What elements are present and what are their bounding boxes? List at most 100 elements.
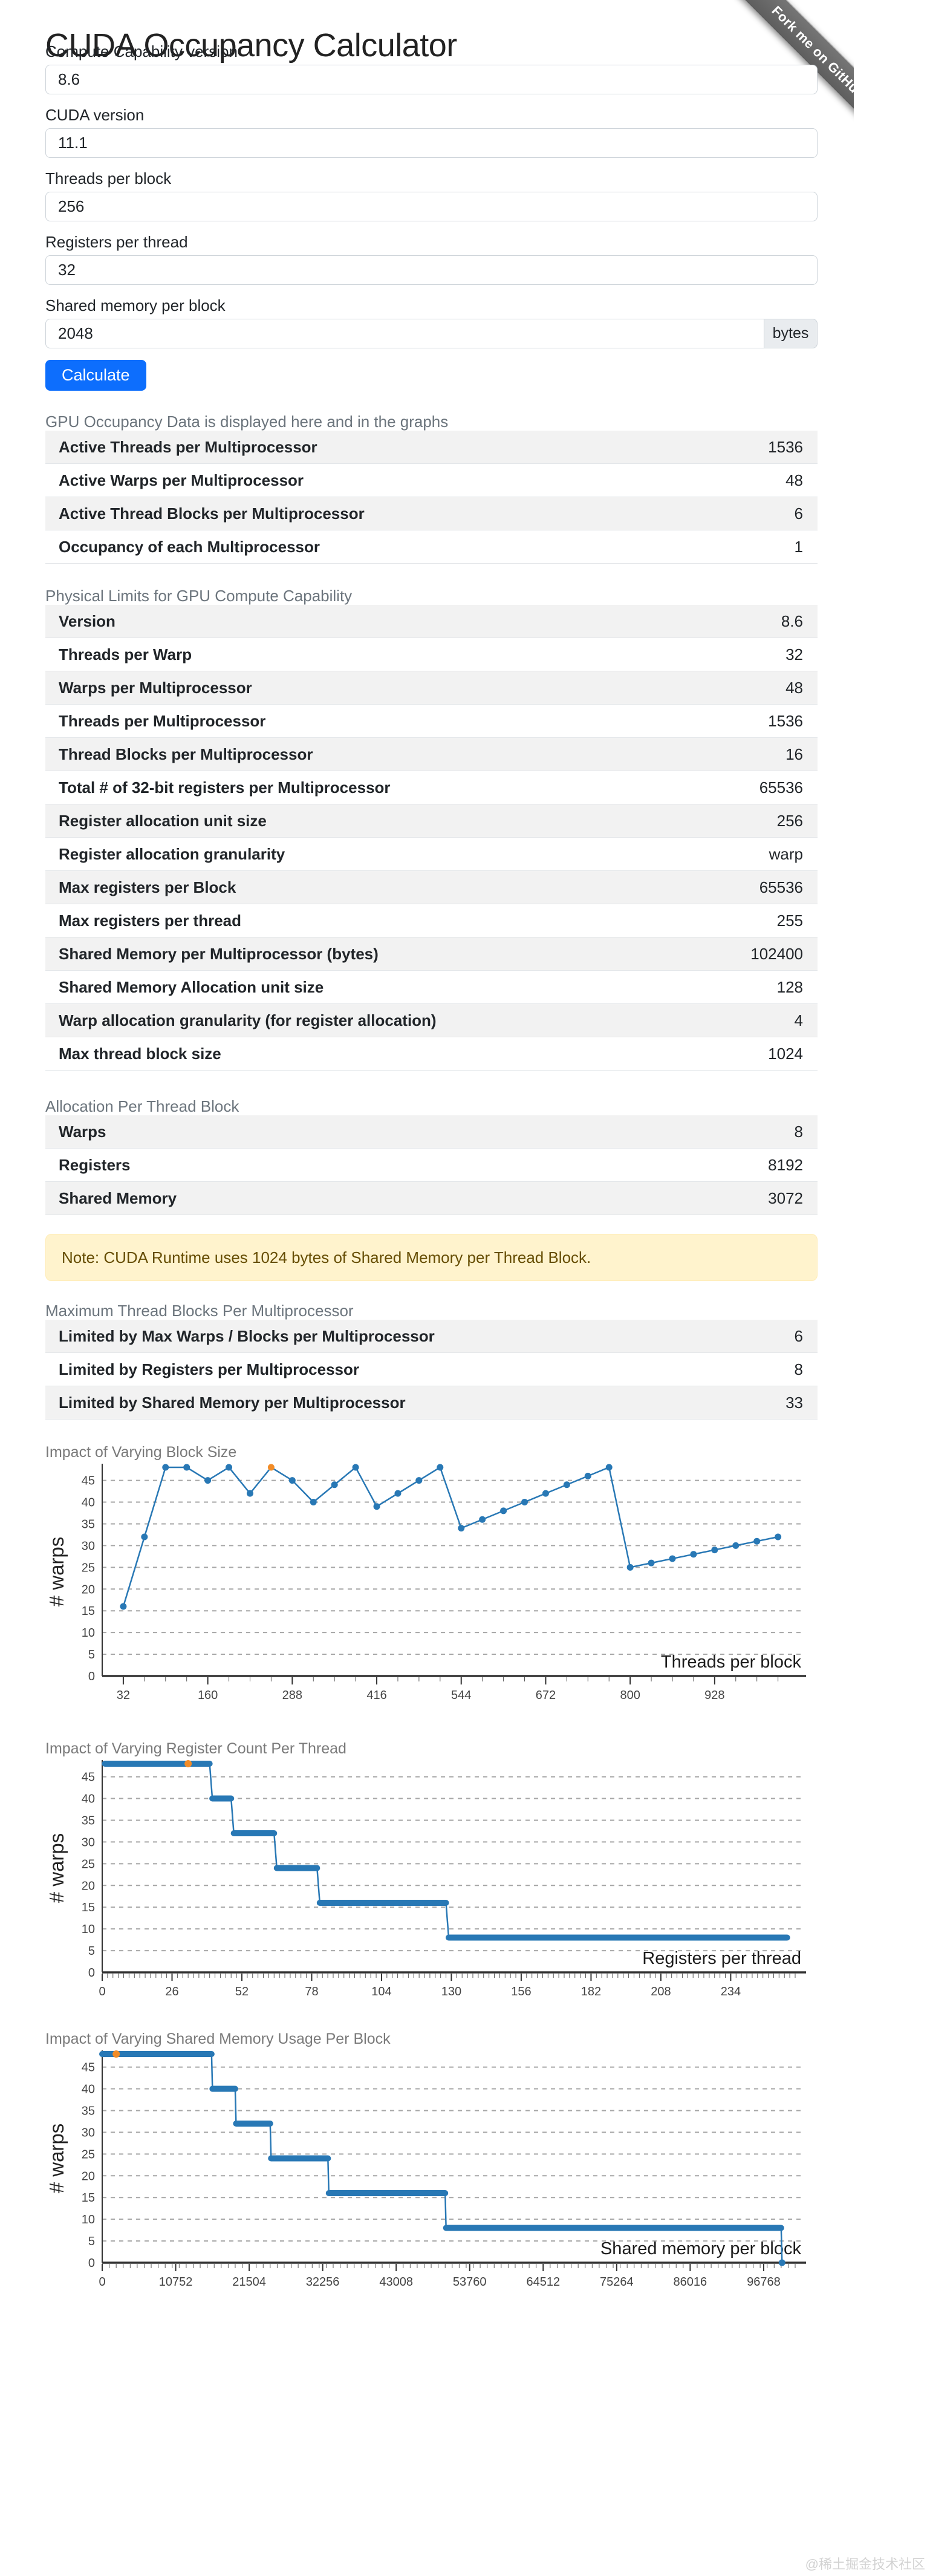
allocation-heading: Allocation Per Thread Block [45, 1097, 239, 1115]
compute-capability-label: Compute Capability version [45, 42, 238, 60]
table-row: Active Threads per Multiprocessor 1536 [45, 431, 818, 464]
row-label: Threads per Multiprocessor [59, 711, 266, 730]
allocation-table: Warps 8 Registers 8192 Shared Memory 3072 [45, 1115, 818, 1215]
svg-text:182: 182 [581, 1985, 601, 1998]
table-row: Registers 8192 [45, 1149, 818, 1182]
row-label: Active Threads per Multiprocessor [59, 437, 317, 456]
row-value: 65536 [759, 778, 803, 797]
svg-text:32256: 32256 [306, 2275, 340, 2289]
table-row: Limited by Max Warps / Blocks per Multip… [45, 1320, 818, 1353]
svg-text:45: 45 [82, 1771, 95, 1784]
row-value: 4 [794, 1011, 803, 1029]
row-label: Register allocation unit size [59, 811, 267, 830]
svg-text:10: 10 [82, 1626, 95, 1640]
svg-text:0: 0 [88, 1670, 95, 1683]
row-value: 1 [794, 537, 803, 556]
svg-text:416: 416 [366, 1689, 386, 1702]
row-label: Version [59, 611, 115, 630]
svg-text:40: 40 [82, 2083, 95, 2096]
svg-text:32: 32 [117, 1689, 130, 1702]
row-value: 8 [794, 1360, 803, 1378]
section-max-thread-blocks: Maximum Thread Blocks Per Multiprocessor… [45, 1302, 818, 1420]
table-row: Max thread block size 1024 [45, 1037, 818, 1071]
section-allocation-per-block: Allocation Per Thread Block Warps 8 Regist… [45, 1097, 818, 1215]
svg-text:40: 40 [82, 1496, 95, 1510]
row-value: 8.6 [781, 611, 803, 630]
svg-text:928: 928 [704, 1689, 724, 1702]
threads-per-block-input[interactable] [45, 192, 818, 221]
row-value: 1536 [768, 437, 803, 456]
svg-text:# warps: # warps [45, 1833, 68, 1903]
svg-text:234: 234 [721, 1985, 741, 1998]
row-value: 33 [785, 1393, 803, 1412]
row-value: 256 [776, 811, 803, 830]
svg-text:0: 0 [99, 1985, 105, 1998]
table-row: Register allocation granularity warp [45, 838, 818, 871]
row-label: Registers [59, 1155, 131, 1174]
svg-text:# warps: # warps [45, 2124, 68, 2194]
calculate-button[interactable]: Calculate [45, 360, 146, 391]
shared-memory-input[interactable] [45, 319, 764, 348]
runtime-shared-memory-note: Note: CUDA Runtime uses 1024 bytes of Sh… [45, 1234, 818, 1281]
table-row: Threads per Multiprocessor 1536 [45, 705, 818, 738]
svg-text:104: 104 [371, 1985, 391, 1998]
svg-text:64512: 64512 [526, 2275, 560, 2289]
registers-per-thread-input[interactable] [45, 255, 818, 285]
table-row: Shared Memory per Multiprocessor (bytes)… [45, 937, 818, 971]
table-row: Register allocation unit size 256 [45, 804, 818, 838]
field-compute-capability: Compute Capability version [45, 42, 818, 94]
svg-text:10: 10 [82, 2213, 95, 2226]
svg-text:26: 26 [165, 1985, 178, 1998]
row-value: 8192 [768, 1155, 803, 1174]
section-occupancy-data: GPU Occupancy Data is displayed here and… [45, 412, 818, 564]
svg-text:75264: 75264 [600, 2275, 634, 2289]
svg-text:30: 30 [82, 1836, 95, 1849]
svg-text:35: 35 [82, 1814, 95, 1827]
register-count-chart: Impact of Varying Register Count Per Thr… [45, 1741, 818, 2007]
table-row: Warps per Multiprocessor 48 [45, 671, 818, 705]
section-physical-limits: Physical Limits for GPU Compute Capabili… [45, 587, 818, 1071]
physical-limits-heading: Physical Limits for GPU Compute Capabili… [45, 587, 353, 605]
svg-text:156: 156 [511, 1985, 531, 1998]
table-row: Limited by Shared Memory per Multiproces… [45, 1386, 818, 1420]
svg-text:544: 544 [451, 1689, 471, 1702]
cuda-version-input[interactable] [45, 128, 818, 158]
row-label: Active Thread Blocks per Multiprocessor [59, 504, 365, 523]
cuda-version-label: CUDA version [45, 106, 145, 124]
block-size-chart-title: Impact of Varying Block Size [45, 1444, 237, 1461]
occupancy-data-table: Active Threads per Multiprocessor 1536 Act… [45, 431, 818, 564]
field-registers-per-thread: Registers per thread [45, 233, 818, 285]
compute-capability-input[interactable] [45, 65, 818, 94]
block-size-chart: Impact of Varying Block Size 0 5 10 15 20 25 3… [45, 1444, 818, 1711]
table-row: Shared Memory 3072 [45, 1182, 818, 1215]
svg-text:25: 25 [82, 2148, 95, 2161]
svg-text:0: 0 [88, 2257, 95, 2270]
svg-text:52: 52 [235, 1985, 249, 1998]
row-label: Max registers per Block [59, 878, 236, 896]
table-row: Limited by Registers per Multiprocessor 8 [45, 1353, 818, 1386]
svg-text:Threads per block: Threads per block [661, 1652, 802, 1672]
svg-text:208: 208 [651, 1985, 671, 1998]
table-row: Threads per Warp 32 [45, 638, 818, 671]
page-title: CUDA Occupancy Calculator [45, 27, 457, 64]
shared-memory-chart: Impact of Varying Shared Memory Usage Pe… [45, 2031, 818, 2298]
row-label: Limited by Max Warps / Blocks per Multip… [59, 1326, 435, 1345]
svg-text:21504: 21504 [232, 2275, 266, 2289]
svg-text:130: 130 [441, 1985, 461, 1998]
row-label: Max thread block size [59, 1044, 221, 1063]
physical-limits-table: Version 8.6 Threads per Warp 32 Warps per Mu… [45, 605, 818, 1071]
row-value: 6 [794, 1326, 803, 1345]
table-row: Warp allocation granularity (for registe… [45, 1004, 818, 1037]
svg-text:10752: 10752 [159, 2275, 193, 2289]
table-row: Max registers per Block 65536 [45, 871, 818, 904]
svg-text:160: 160 [198, 1689, 218, 1702]
svg-text:30: 30 [82, 1539, 95, 1553]
row-label: Limited by Registers per Multiprocessor [59, 1360, 360, 1378]
row-label: Register allocation granularity [59, 844, 285, 863]
svg-text:Shared memory per block: Shared memory per block [600, 2239, 802, 2258]
table-row: Version 8.6 [45, 605, 818, 638]
row-label: Warps per Multiprocessor [59, 678, 252, 697]
svg-text:# warps: # warps [45, 1537, 68, 1607]
threads-per-block-label: Threads per block [45, 169, 172, 187]
table-row: Occupancy of each Multiprocessor 1 [45, 530, 818, 564]
